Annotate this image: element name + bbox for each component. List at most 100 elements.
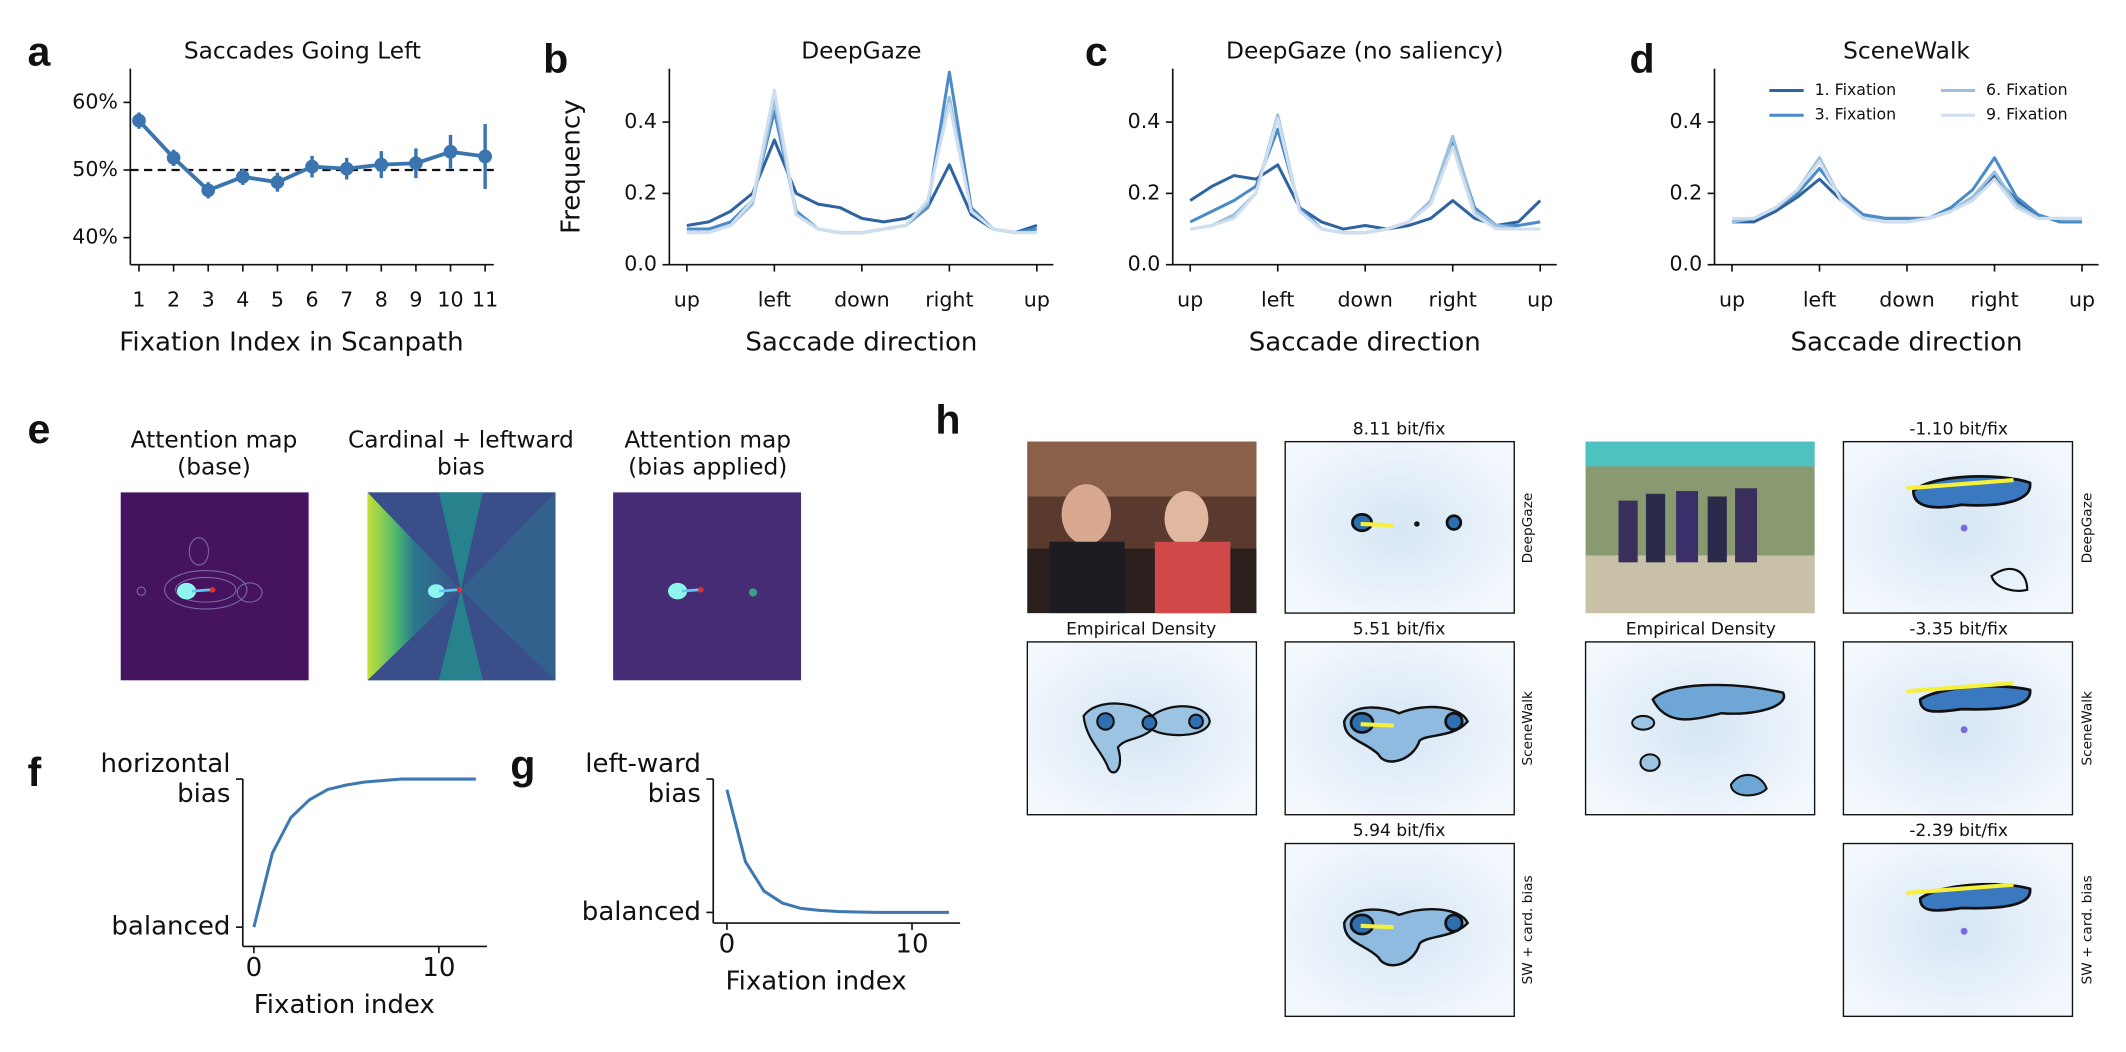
point	[374, 157, 389, 172]
series-line	[1189, 127, 1541, 235]
series-line	[252, 777, 476, 928]
map-title: Attention map (bias applied)	[624, 426, 791, 480]
chart-title: DeepGaze	[801, 38, 921, 65]
model-label: DeepGaze	[1520, 493, 1536, 564]
x-axis-label: Saccade direction	[745, 327, 977, 357]
model-map	[1842, 440, 2074, 614]
legend-label: 3. Fixation	[1815, 105, 1897, 124]
empirical-label: Empirical Density	[1626, 620, 1776, 640]
y-tick-label: left-ward bias	[585, 749, 701, 809]
x-tick-label: up	[2069, 287, 2095, 311]
point	[235, 169, 250, 184]
y-tick-label: 0.4	[1669, 109, 1702, 133]
series-line	[725, 789, 950, 914]
series-line	[1732, 159, 2083, 224]
x-tick-label: up	[1024, 287, 1050, 311]
x-axis-label: Saccade direction	[1790, 327, 2022, 357]
legend-label: 9. Fixation	[1986, 105, 2068, 124]
panel-letter: b	[543, 36, 568, 82]
y-tick-label: 0.2	[1669, 180, 1702, 204]
chart-title: Saccades Going Left	[184, 38, 421, 65]
y-tick-label: 0.0	[624, 252, 657, 276]
model-label: SW + card. bias	[2080, 875, 2096, 984]
point	[166, 150, 181, 165]
x-axis-label: Fixation index	[726, 967, 907, 997]
x-tick-label: left	[1261, 287, 1294, 311]
panel-letter: c	[1085, 29, 1108, 75]
y-tick-label: 60%	[72, 89, 118, 113]
x-tick-label: 10	[895, 930, 928, 960]
x-tick-label: 7	[340, 287, 353, 311]
x-tick-label: right	[1970, 287, 2018, 311]
x-axis-label: Fixation Index in Scanpath	[119, 327, 463, 357]
x-tick-label: 1	[132, 287, 145, 311]
panel-letter: f	[27, 749, 41, 795]
chart-title: DeepGaze (no saliency)	[1226, 38, 1503, 65]
model-label: SW + card. bias	[1520, 875, 1536, 984]
x-axis-label: Saccade direction	[1249, 327, 1481, 357]
y-tick-label: 40%	[72, 225, 118, 249]
x-tick-label: 0	[246, 953, 263, 983]
map-title: Cardinal + leftward bias	[348, 426, 574, 480]
model-label: DeepGaze	[2080, 493, 2096, 564]
panel-letter: g	[510, 742, 535, 788]
x-tick-label: up	[1527, 287, 1553, 311]
score-label: 8.11 bit/fix	[1353, 419, 1446, 439]
model-map	[1842, 842, 2074, 1018]
model-map	[1284, 842, 1515, 1018]
x-axis-label: Fixation index	[254, 990, 435, 1020]
x-tick-label: up	[674, 287, 700, 311]
x-tick-label: 11	[472, 287, 498, 311]
panel-letter: h	[935, 396, 960, 442]
y-tick-label: horizontal bias	[101, 749, 231, 809]
scene-photo	[1027, 441, 1257, 614]
series-line	[686, 70, 1038, 235]
y-tick-label: 0.2	[1128, 180, 1161, 204]
x-tick-label: right	[925, 287, 973, 311]
legend-label: 1. Fixation	[1815, 80, 1897, 99]
score-label: -3.35 bit/fix	[1909, 620, 2008, 640]
point	[443, 144, 458, 159]
x-tick-label: 10	[422, 953, 455, 983]
x-tick-label: left	[758, 287, 791, 311]
attention-map	[120, 492, 309, 681]
x-tick-label: down	[834, 287, 889, 311]
y-tick-label: balanced	[582, 897, 701, 927]
x-tick-label: 9	[409, 287, 422, 311]
score-label: -2.39 bit/fix	[1909, 821, 2008, 841]
y-tick-label: 0.4	[1128, 109, 1161, 133]
biased-attention-map	[613, 492, 802, 681]
y-tick-label: balanced	[111, 912, 230, 942]
point	[132, 113, 146, 128]
model-map	[1284, 641, 1515, 816]
chart-title: SceneWalk	[1843, 38, 1970, 65]
y-tick-label: 0.4	[624, 109, 657, 133]
x-tick-label: down	[1879, 287, 1934, 311]
panel-letter: d	[1629, 36, 1654, 82]
point	[339, 161, 354, 176]
score-label: 5.51 bit/fix	[1353, 620, 1446, 640]
model-map	[1842, 641, 2074, 816]
y-tick-label: 0.0	[1128, 252, 1161, 276]
series-line	[1731, 156, 2083, 224]
panel-letter: a	[27, 29, 51, 75]
x-tick-label: 3	[202, 287, 215, 311]
empirical-label: Empirical Density	[1066, 620, 1216, 640]
x-tick-label: 6	[306, 287, 319, 311]
series-line	[686, 138, 1038, 235]
x-tick-label: down	[1337, 287, 1392, 311]
point	[305, 159, 319, 174]
point	[270, 175, 285, 190]
x-tick-label: up	[1719, 287, 1745, 311]
map-title: Attention map (base)	[131, 426, 298, 480]
density-map	[1026, 641, 1258, 816]
density-map	[1584, 641, 1816, 816]
x-tick-label: right	[1429, 287, 1477, 311]
score-label: 5.94 bit/fix	[1353, 821, 1446, 841]
series-line	[1731, 156, 2083, 224]
x-tick-label: 4	[236, 287, 249, 311]
x-tick-label: 2	[167, 287, 180, 311]
x-tick-label: left	[1803, 287, 1836, 311]
series-line	[1189, 116, 1541, 235]
